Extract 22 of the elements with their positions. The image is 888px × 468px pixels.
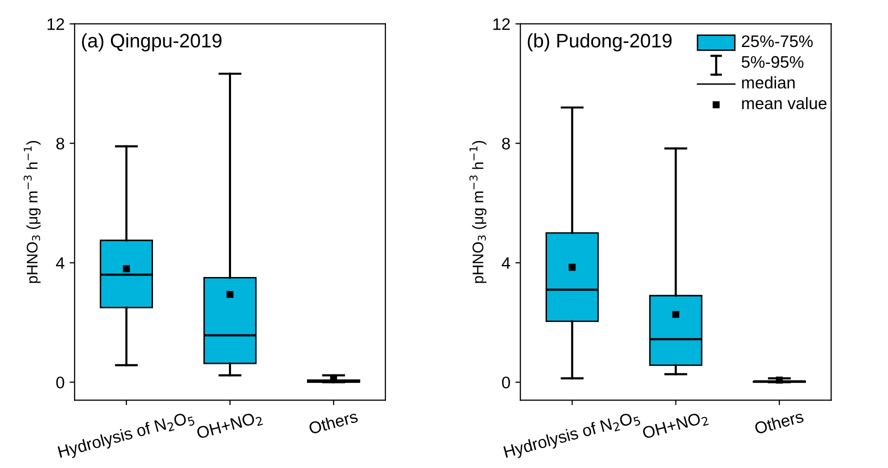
- x-tick-label: Hydrolysis of N$_{2}$O$_{5}$: [503, 410, 641, 462]
- annotation: mean value: [742, 97, 826, 110]
- y-tick-label: 8: [56, 138, 64, 150]
- y-tick-label: 12: [48, 18, 64, 30]
- annotation: median: [742, 76, 795, 89]
- y-tick-label: 0: [56, 376, 64, 388]
- y-tick-label: 12: [493, 18, 510, 30]
- x-tick-label: OH+NO$_{2}$: [196, 410, 263, 442]
- x-tick-label: Others: [754, 410, 804, 434]
- chart-title: (b) Pudong-2019: [528, 33, 672, 52]
- x-tick-label: OH+NO$_{2}$: [642, 410, 709, 442]
- annotation: 25%-75%: [742, 35, 813, 48]
- x-tick-label: Others: [308, 410, 358, 434]
- y-axis-title: pHNO$_{3}$ (μg m$^{−3}$ h$^{−1}$): [469, 141, 486, 283]
- y-tick-label: 0: [502, 376, 510, 388]
- y-tick-label: 8: [502, 138, 510, 150]
- y-tick-label: 4: [56, 257, 64, 269]
- y-axis-title: pHNO$_{3}$ (μg m$^{−3}$ h$^{−1}$): [24, 141, 41, 283]
- y-tick-label: 4: [502, 257, 510, 269]
- x-tick-label: Hydrolysis of N$_{2}$O$_{5}$: [58, 410, 196, 462]
- annotation: 5%-95%: [742, 56, 804, 68]
- chart-title: (a) Qingpu-2019: [82, 33, 222, 52]
